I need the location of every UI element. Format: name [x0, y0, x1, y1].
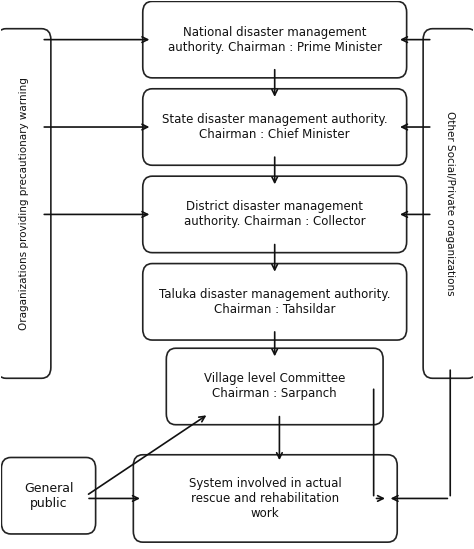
FancyBboxPatch shape	[143, 89, 407, 165]
Text: System involved in actual
rescue and rehabilitation
work: System involved in actual rescue and reh…	[189, 477, 342, 520]
Text: Other Social/Private oraganizations: Other Social/Private oraganizations	[445, 111, 455, 296]
FancyBboxPatch shape	[166, 348, 383, 425]
Text: National disaster management
authority. Chairman : Prime Minister: National disaster management authority. …	[168, 26, 382, 54]
Text: Oraganizations providing precautionary warning: Oraganizations providing precautionary w…	[19, 77, 29, 330]
FancyBboxPatch shape	[143, 176, 407, 253]
Text: District disaster management
authority. Chairman : Collector: District disaster management authority. …	[184, 200, 365, 228]
FancyBboxPatch shape	[1, 457, 96, 534]
FancyBboxPatch shape	[133, 455, 397, 542]
FancyBboxPatch shape	[143, 2, 407, 78]
Text: General
public: General public	[24, 481, 73, 509]
FancyBboxPatch shape	[0, 29, 51, 378]
Text: State disaster management authority.
Chairman : Chief Minister: State disaster management authority. Cha…	[162, 113, 388, 141]
Text: Taluka disaster management authority.
Chairman : Tahsildar: Taluka disaster management authority. Ch…	[159, 288, 391, 316]
Text: Village level Committee
Chairman : Sarpanch: Village level Committee Chairman : Sarpa…	[204, 372, 346, 400]
FancyBboxPatch shape	[423, 29, 474, 378]
FancyBboxPatch shape	[143, 264, 407, 340]
